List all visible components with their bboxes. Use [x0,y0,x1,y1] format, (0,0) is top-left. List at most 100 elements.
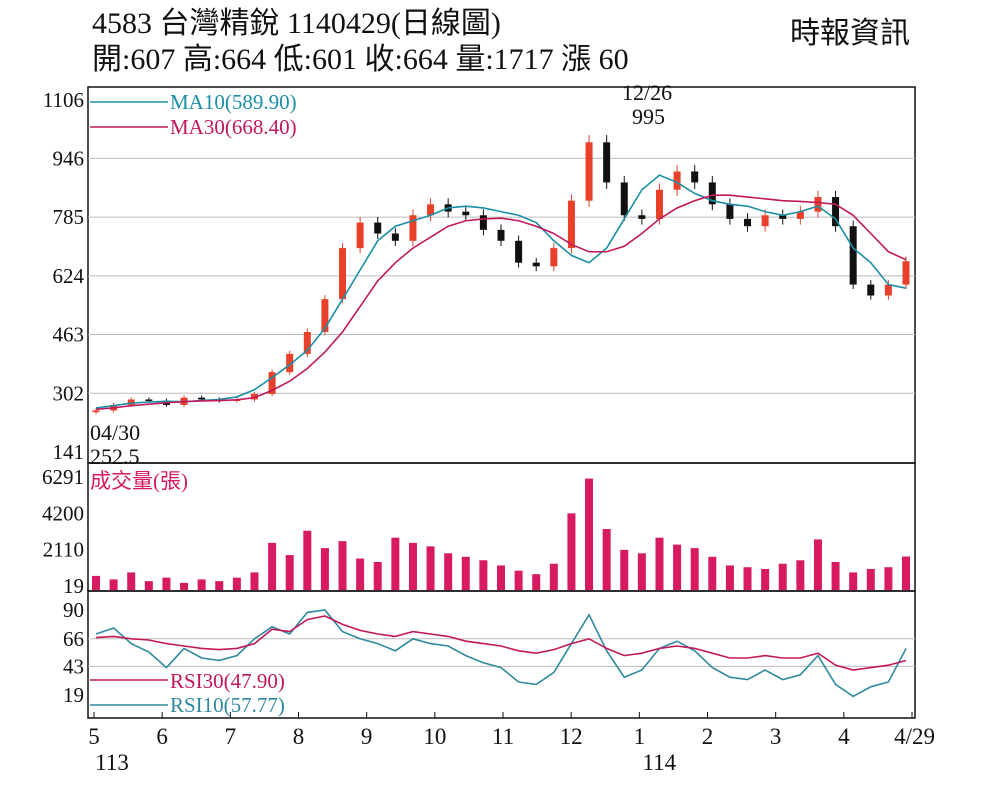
candle-body [884,284,892,296]
volume-tick-label: 19 [63,574,84,598]
x-tick-label: 8 [293,724,305,749]
candle-body [497,229,505,241]
price-plot [92,135,910,415]
candle-body [567,200,575,249]
volume-bar [356,558,365,590]
volume-bar [637,553,646,590]
volume-bar [778,563,787,590]
rsi30-line [95,615,907,671]
volume-bar [708,556,717,590]
candle-body [374,222,382,234]
volume-bar [109,579,118,590]
candle-body [198,397,206,400]
candle-body [303,331,311,354]
volume-bar [549,563,558,590]
volume-bar [655,537,664,590]
candle-body [339,248,347,300]
volume-bar [144,581,153,590]
price-tick-label: 946 [53,146,85,170]
price-tick-label: 302 [53,381,85,405]
volume-bar [497,565,505,590]
volume-bar [391,537,400,590]
volume-tick-label: 6291 [42,465,84,489]
volume-bar [338,541,347,590]
candle-body [321,299,329,332]
rsi-tick-label: 90 [63,598,84,622]
candle-body [391,233,399,241]
candle-body [462,211,470,216]
volume-tick-label: 2110 [43,538,84,562]
x-tick-label: 5 [88,724,100,749]
candle-body [726,204,734,219]
volume-bar [514,570,523,590]
candle-body [409,215,417,241]
candle-body [127,399,135,405]
volume-bar [92,575,100,590]
candle-body [356,222,364,249]
legend-ma10: MA10(589.90) [170,90,297,114]
candle-body [796,211,804,219]
chart-title: 4583 台灣精銳 1140429(日線圖) [92,7,501,40]
candle-body [902,261,910,285]
rsi-plot [95,609,907,698]
candle-body [479,215,487,230]
volume-bar [813,539,822,590]
volume-plot [92,478,910,590]
volume-bar [690,548,699,590]
price-tick-label: 785 [53,205,85,229]
candle-body [286,353,294,373]
candle-body [655,189,663,219]
volume-bar [567,513,576,590]
x-year-label: 114 [643,750,677,775]
candle-body [603,142,611,183]
candle-body [779,215,787,219]
candle-body [532,262,540,267]
price-panel-frame [87,86,916,464]
x-tick-label: 7 [225,724,237,749]
candle-body [145,399,153,401]
rsi10-line [95,609,907,698]
volume-bar [884,567,893,590]
volume-bar [602,528,611,590]
volume-bar [215,581,224,590]
volume-bar [373,561,382,590]
rsi-tick-label: 43 [63,654,84,678]
volume-bar [197,579,206,590]
volume-bar [479,560,488,590]
candle-body [691,171,699,183]
volume-bar [285,555,294,590]
source-label: 時報資訊 [790,17,910,50]
volume-bar [426,546,435,590]
x-tick-label: 1 [634,724,646,749]
peak-date-annotation: 12/26 [622,80,672,105]
low-date-annotation: 04/30 [90,420,140,445]
x-tick-label: 4 [838,724,850,749]
legend-rsi10: RSI10(57.77) [170,693,285,717]
candle-body [268,372,276,395]
candle-body [744,218,752,227]
volume-bar [320,548,329,590]
volume-bar [620,549,629,590]
volume-bar [849,572,858,590]
volume-bar [250,572,259,590]
volume-bar [268,542,277,590]
volume-bar [532,574,541,590]
low-value-annotation: 252.5 [90,444,140,469]
volume-title: 成交量(張) [90,469,188,493]
x-tick-label: 3 [770,724,782,749]
volume-bar [444,553,453,590]
volume-bar [673,544,682,590]
grid-lines [88,157,915,718]
peak-value-annotation: 995 [632,104,665,129]
candle-body [708,182,716,205]
candle-body [761,215,769,227]
volume-bar [761,568,770,590]
x-tick-label: 12 [560,724,583,749]
price-tick-label: 463 [53,323,85,347]
candle-body [515,240,523,263]
ma10-line [95,174,907,409]
candle-body [585,142,593,201]
x-tick-label: 2 [702,724,714,749]
x-year-label: 113 [95,750,129,775]
